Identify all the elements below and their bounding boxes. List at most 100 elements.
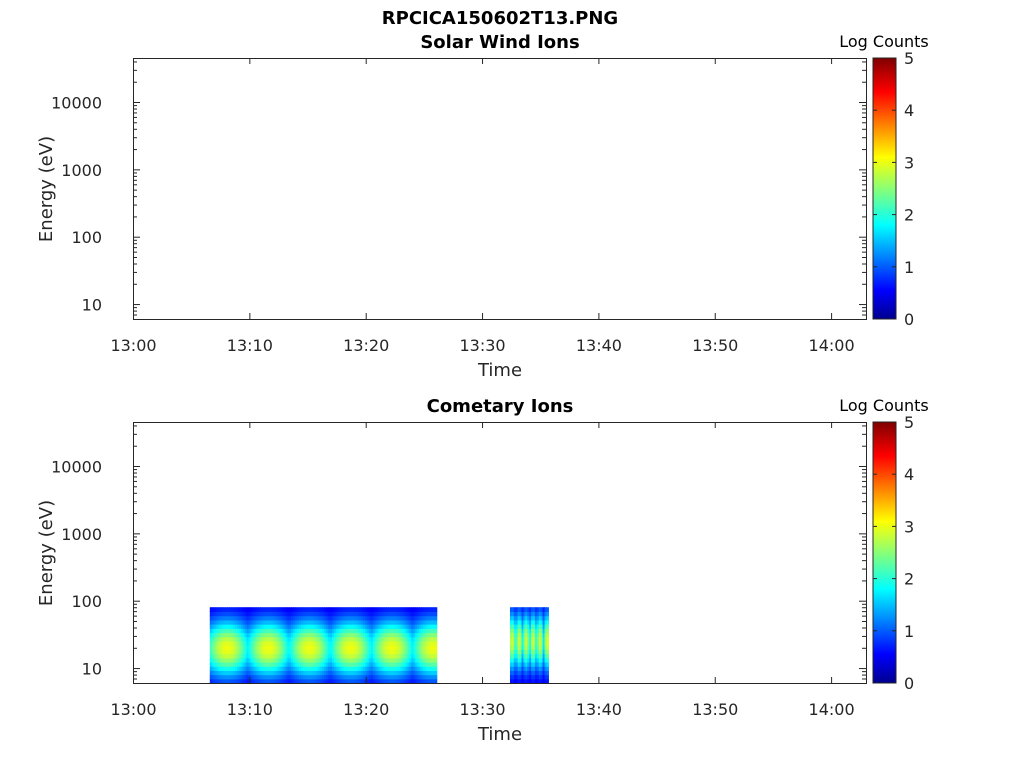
heatmap-cell bbox=[324, 674, 327, 680]
heatmap-cell bbox=[397, 624, 401, 629]
heatmap-cell bbox=[291, 624, 294, 629]
heatmap-cell bbox=[262, 607, 265, 613]
heatmap-cell bbox=[300, 666, 304, 671]
heatmap-cell bbox=[428, 649, 432, 655]
heatmap-cell bbox=[423, 666, 426, 671]
heatmap-cell bbox=[536, 615, 540, 621]
heatmap-cell bbox=[326, 649, 329, 655]
heatmap-cell bbox=[337, 628, 341, 634]
heatmap-cell bbox=[209, 678, 213, 684]
heatmap-cell bbox=[273, 632, 277, 638]
heatmap-cell bbox=[236, 611, 240, 617]
heatmap-cell bbox=[413, 678, 416, 684]
heatmap-cell bbox=[264, 653, 267, 659]
heatmap-cell bbox=[320, 649, 323, 655]
heatmap-cell bbox=[382, 632, 385, 638]
heatmap-cell bbox=[536, 611, 540, 617]
heatmap-cell bbox=[544, 674, 548, 680]
heatmap-cell bbox=[306, 670, 310, 676]
heatmap-cell bbox=[413, 611, 416, 617]
heatmap-cell bbox=[390, 657, 393, 663]
heatmap-cell bbox=[359, 611, 362, 617]
heatmap-cell bbox=[235, 653, 238, 659]
heatmap-cell bbox=[382, 645, 385, 650]
heatmap-cell bbox=[242, 624, 246, 629]
heatmap-cell bbox=[521, 661, 525, 667]
heatmap-cell bbox=[326, 611, 329, 617]
heatmap-cell bbox=[326, 607, 329, 613]
heatmap-cell bbox=[364, 666, 368, 671]
heatmap-cell bbox=[235, 636, 238, 642]
heatmap-cell bbox=[219, 661, 223, 667]
heatmap-cell bbox=[430, 649, 434, 655]
heatmap-cell bbox=[314, 670, 318, 676]
heatmap-cell bbox=[407, 649, 411, 655]
heatmap-cell bbox=[235, 615, 238, 621]
heatmap-cell bbox=[407, 628, 411, 634]
heatmap-cell bbox=[231, 624, 234, 629]
heatmap-cell bbox=[318, 640, 321, 646]
heatmap-cell bbox=[401, 670, 405, 676]
heatmap-cell bbox=[403, 674, 407, 680]
heatmap-cell bbox=[217, 645, 221, 650]
heatmap-cell bbox=[397, 661, 401, 667]
heatmap-cell bbox=[289, 649, 292, 655]
heatmap-cell bbox=[324, 628, 327, 634]
heatmap-cell bbox=[304, 611, 308, 617]
heatmap-cell bbox=[399, 640, 403, 646]
heatmap-cell bbox=[434, 661, 438, 667]
heatmap-cell bbox=[331, 657, 335, 663]
heatmap-cell bbox=[513, 619, 517, 625]
heatmap-cell bbox=[546, 619, 549, 625]
heatmap-cell bbox=[388, 657, 391, 663]
heatmap-cell bbox=[399, 628, 403, 634]
heatmap-cell bbox=[306, 640, 310, 646]
heatmap-cell bbox=[322, 624, 325, 629]
heatmap-cell bbox=[417, 657, 420, 663]
heatmap-cell bbox=[271, 636, 275, 642]
heatmap-cell bbox=[267, 653, 271, 659]
heatmap-cell bbox=[330, 657, 333, 663]
heatmap-cell bbox=[411, 645, 414, 650]
heatmap-cell bbox=[279, 607, 283, 613]
heatmap-cell bbox=[392, 678, 395, 684]
heatmap-cell bbox=[517, 670, 521, 676]
heatmap-cell bbox=[515, 653, 519, 659]
heatmap-cell bbox=[364, 653, 368, 659]
heatmap-cell bbox=[322, 640, 325, 646]
heatmap-cell bbox=[509, 632, 513, 638]
heatmap-cell bbox=[359, 645, 362, 650]
heatmap-cell bbox=[246, 611, 250, 617]
heatmap-cell bbox=[527, 674, 530, 680]
colorbar-tick-label: 5 bbox=[904, 413, 914, 432]
heatmap-cell bbox=[405, 661, 409, 667]
heatmap-cell bbox=[260, 674, 263, 680]
heatmap-cell bbox=[382, 636, 385, 642]
heatmap-cell bbox=[432, 619, 436, 625]
heatmap-cell bbox=[421, 619, 424, 625]
heatmap-cell bbox=[238, 628, 242, 634]
heatmap-cell bbox=[417, 653, 420, 659]
heatmap-cell bbox=[275, 657, 279, 663]
heatmap-cell bbox=[531, 645, 534, 650]
heatmap-cell bbox=[534, 678, 538, 684]
heatmap-cell bbox=[258, 653, 261, 659]
heatmap-cell bbox=[382, 653, 385, 659]
heatmap-cell bbox=[252, 657, 255, 663]
heatmap-cell bbox=[306, 666, 310, 671]
heatmap-cell bbox=[256, 661, 259, 667]
colorbar-tick-label: 3 bbox=[904, 517, 914, 536]
heatmap-cell bbox=[511, 632, 515, 638]
heatmap-cell bbox=[227, 632, 230, 638]
heatmap-cell bbox=[370, 615, 374, 621]
heatmap-cell bbox=[390, 619, 393, 625]
heatmap-cell bbox=[370, 674, 374, 680]
heatmap-cell bbox=[331, 678, 335, 684]
heatmap-cell bbox=[254, 645, 257, 650]
heatmap-cell bbox=[366, 607, 370, 613]
heatmap-cell bbox=[513, 657, 517, 663]
heatmap-cell bbox=[213, 678, 217, 684]
heatmap-cell bbox=[425, 649, 428, 655]
heatmap-cell bbox=[209, 624, 213, 629]
heatmap-cell bbox=[258, 657, 261, 663]
